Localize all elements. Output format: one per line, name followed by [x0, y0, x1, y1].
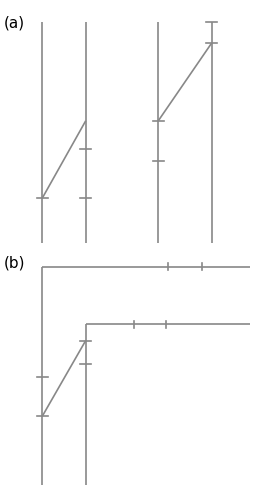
Text: (a): (a): [3, 15, 25, 30]
Text: (b): (b): [3, 256, 25, 270]
